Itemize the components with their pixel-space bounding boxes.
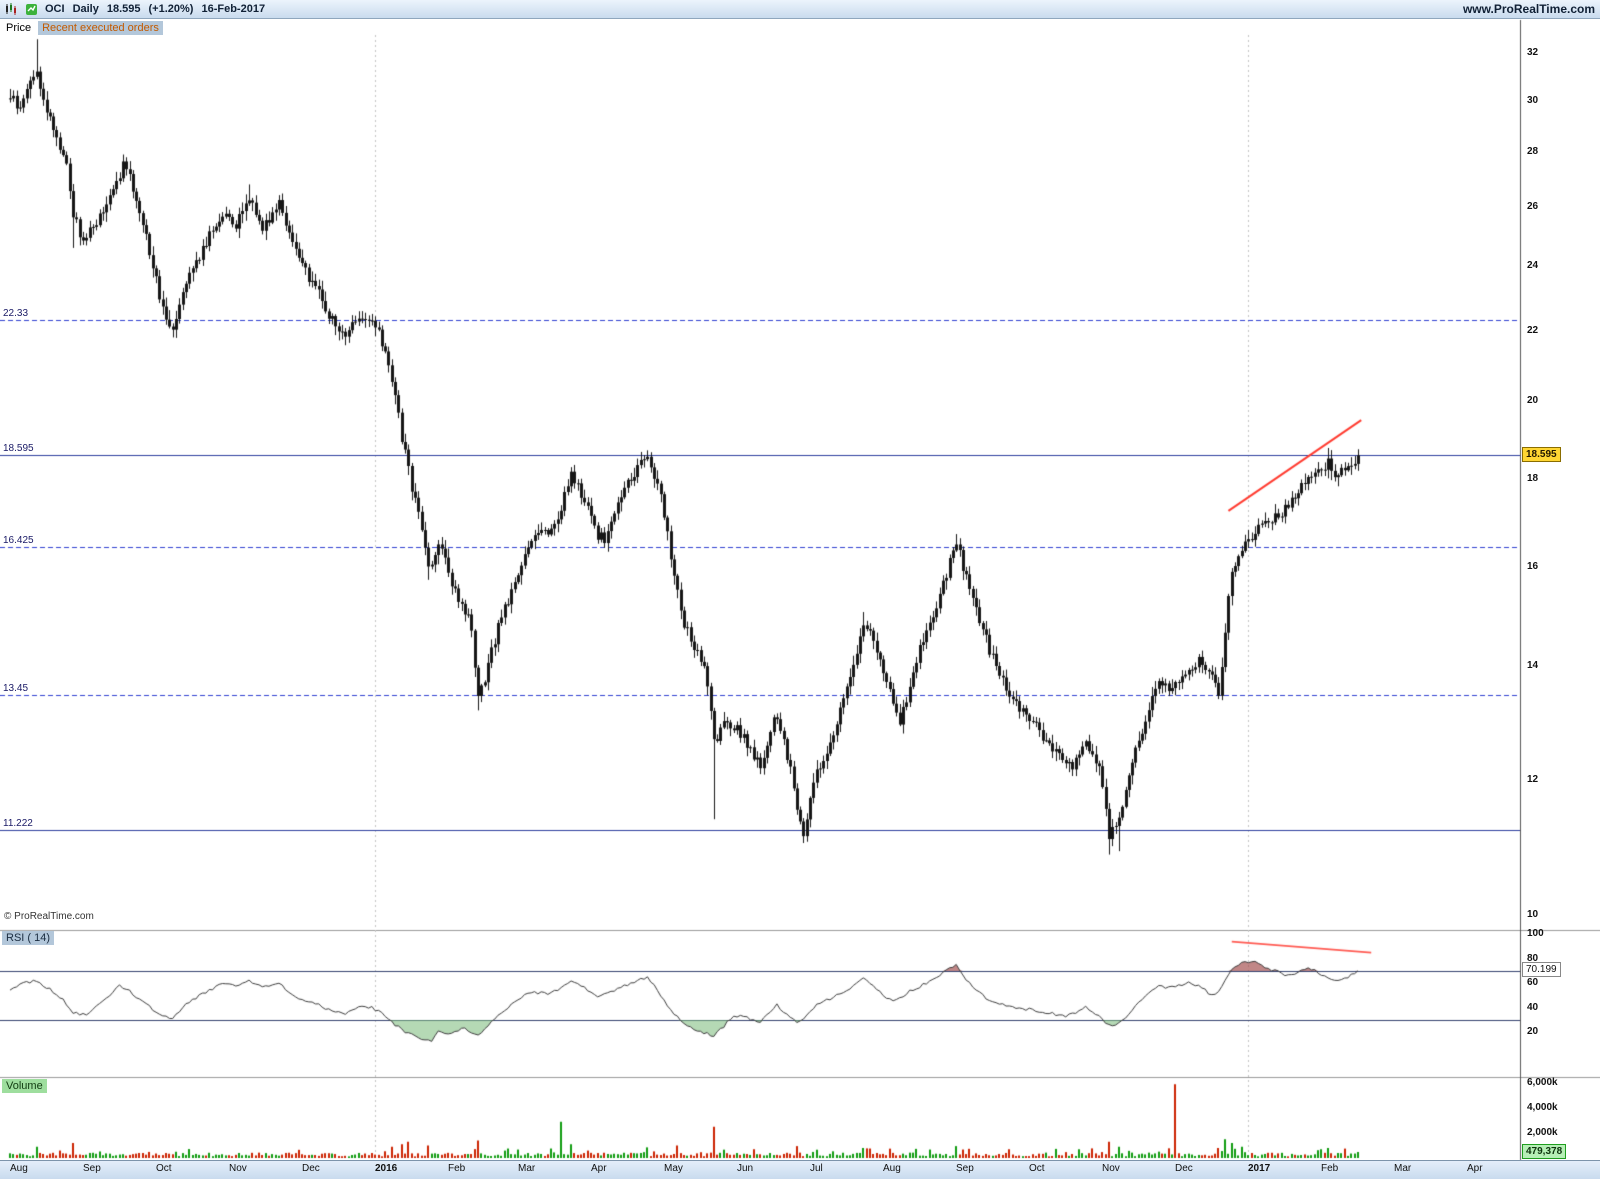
volume-value-tag: 479,378 — [1522, 1144, 1567, 1159]
pane-tabs: Price Recent executed orders — [2, 21, 163, 35]
tab-price[interactable]: Price — [2, 21, 36, 35]
tab-recent-executed-orders[interactable]: Recent executed orders — [38, 21, 163, 35]
last-price-tag: 18.595 — [1522, 447, 1561, 462]
rsi-value-tag: 70.199 — [1522, 962, 1561, 977]
rsi-pane-label[interactable]: RSI ( 14) — [2, 931, 55, 945]
copyright-text: © ProRealTime.com — [4, 911, 94, 922]
volume-pane-label[interactable]: Volume — [2, 1079, 47, 1093]
time-axis[interactable] — [0, 1160, 1600, 1179]
